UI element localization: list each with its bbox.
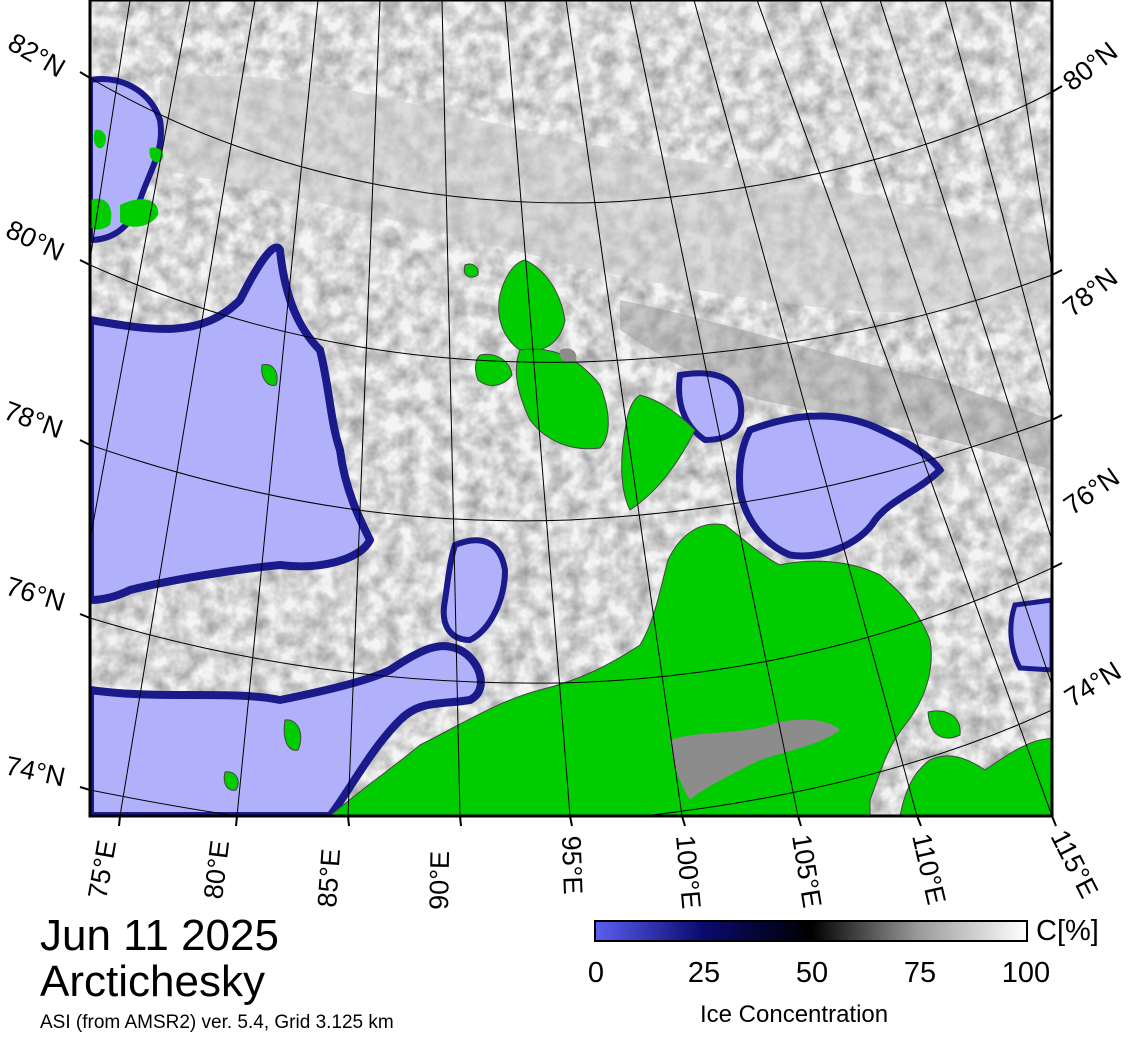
graticule xyxy=(90,0,1052,816)
ice-band xyxy=(160,76,1052,313)
lon-label: 100°E xyxy=(670,834,706,910)
colorbar-tick: 100 xyxy=(1001,957,1051,989)
open-water-far-east xyxy=(1008,597,1052,673)
lat-label-left: 78°N xyxy=(0,395,67,444)
colorbar-tick: 50 xyxy=(795,957,829,989)
lat-label-right: 78°N xyxy=(1057,262,1123,323)
land-island xyxy=(463,263,479,278)
lon-label: 80°E xyxy=(198,839,235,901)
open-water-kara xyxy=(90,243,374,604)
colorbar xyxy=(594,920,1028,942)
source-label: ASI (from AMSR2) ver. 5.4, Grid 3.125 km xyxy=(40,1012,394,1033)
land-island xyxy=(621,394,696,511)
lat-label-left: 80°N xyxy=(1,214,68,267)
colorbar-tick: 25 xyxy=(687,957,721,989)
lon-label: 115°E xyxy=(1045,825,1104,903)
lon-label: 85°E xyxy=(312,848,346,909)
colorbar-tick: 75 xyxy=(903,957,937,989)
land-island xyxy=(90,198,112,230)
land-island xyxy=(149,147,164,163)
lat-label-left: 76°N xyxy=(2,571,68,617)
colorbar-unit: C[%] xyxy=(1036,915,1099,947)
land-island xyxy=(515,348,609,450)
colorbar-title: Ice Concentration xyxy=(700,1001,889,1028)
land-island xyxy=(283,719,302,751)
lon-label: 90°E xyxy=(424,851,455,910)
land-island xyxy=(927,710,961,739)
lat-label-left: 82°N xyxy=(3,27,70,83)
lat-label-left: 74°N xyxy=(3,751,68,793)
land-island xyxy=(93,129,106,149)
land-island xyxy=(475,353,513,386)
lat-label-right: 74°N xyxy=(1059,656,1126,713)
land-island xyxy=(223,771,239,791)
open-water-laptev xyxy=(676,370,745,444)
lon-label: 75°E xyxy=(82,838,122,901)
axis-ticks xyxy=(79,71,1063,827)
date-label: Jun 11 2025 xyxy=(40,911,279,960)
land-island xyxy=(120,199,159,227)
lat-label-right: 76°N xyxy=(1058,462,1125,521)
lon-label: 105°E xyxy=(786,832,827,910)
land-ice xyxy=(559,348,577,363)
land-east xyxy=(899,737,1052,816)
region-label: Arctichesky xyxy=(40,957,265,1006)
lat-label-right: 80°N xyxy=(1057,36,1123,97)
lon-label: 95°E xyxy=(556,835,588,895)
colorbar-tick: 0 xyxy=(587,957,605,989)
land-ice xyxy=(670,719,840,800)
open-water-inlet xyxy=(440,537,509,644)
land-island xyxy=(261,363,278,387)
lon-label: 110°E xyxy=(906,831,951,908)
ice-band xyxy=(620,300,1052,470)
open-water-laptev-east xyxy=(736,412,945,560)
